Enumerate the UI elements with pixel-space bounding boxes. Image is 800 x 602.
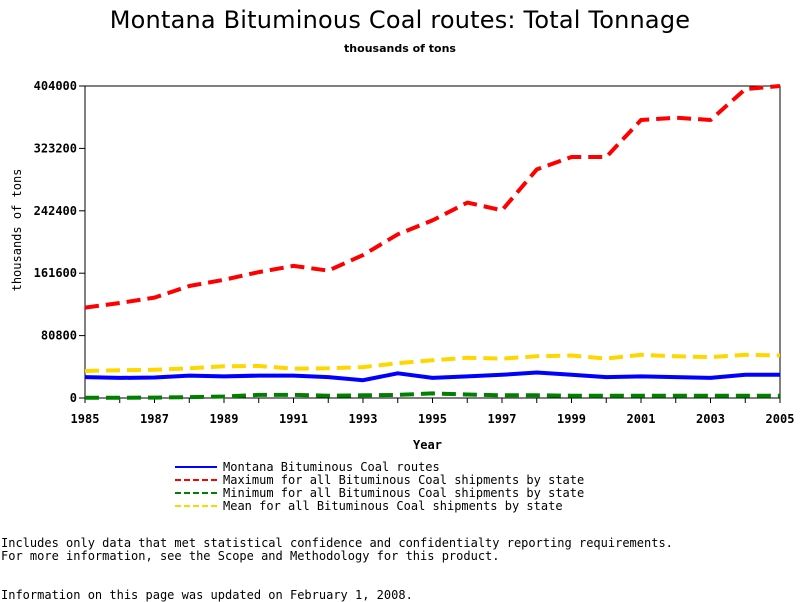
series-line-minimum <box>85 391 780 400</box>
legend-label-minimum: Minimum for all Bituminous Coal shipment… <box>223 485 585 500</box>
y-tick-label: 0 <box>70 391 77 405</box>
series-line-montana <box>84 370 780 383</box>
x-tick-label: 1993 <box>349 412 378 426</box>
x-tick-label: 2005 <box>766 412 795 426</box>
legend-item-minimum: Minimum for all Bituminous Coal shipment… <box>175 485 585 500</box>
y-tick-label: 80800 <box>41 329 77 343</box>
chart-legend: Montana Bituminous Coal routes Maximum f… <box>175 459 585 513</box>
x-tick-label: 1985 <box>71 412 100 426</box>
footnote-confidence: Includes only data that met statistical … <box>1 536 673 550</box>
footnote-updated: Information on this page was updated on … <box>1 588 413 602</box>
footnote-methodology: For more information, see the Scope and … <box>1 549 500 563</box>
legend-swatch-mean <box>175 504 217 507</box>
x-axis-label: Year <box>413 438 442 452</box>
x-tick-label: 1989 <box>210 412 239 426</box>
chart-title: Montana Bituminous Coal routes: Total To… <box>109 6 691 34</box>
legend-item-maximum: Maximum for all Bituminous Coal shipment… <box>175 472 585 487</box>
legend-label-maximum: Maximum for all Bituminous Coal shipment… <box>223 472 585 487</box>
y-tick-label: 404000 <box>34 79 77 93</box>
legend-label-mean: Mean for all Bituminous Coal shipments b… <box>223 498 563 513</box>
plot-frame <box>84 85 781 399</box>
x-tick-label: 1995 <box>418 412 447 426</box>
legend-swatch-minimum <box>175 491 217 494</box>
chart-subtitle: thousands of tons <box>344 42 456 55</box>
x-tick-label: 1999 <box>557 412 586 426</box>
y-tick-label: 242400 <box>34 204 77 218</box>
legend-swatch-montana <box>175 465 217 468</box>
legend-swatch-maximum <box>175 478 217 481</box>
x-tick-label: 1991 <box>279 412 308 426</box>
series-line-maximum <box>84 84 781 310</box>
y-axis-label: thousands of tons <box>10 169 24 292</box>
x-tick-label: 1997 <box>488 412 517 426</box>
legend-item-mean: Mean for all Bituminous Coal shipments b… <box>175 498 584 513</box>
x-tick-label: 2001 <box>627 412 656 426</box>
x-tick-label: 1987 <box>140 412 169 426</box>
y-tick-label: 161600 <box>34 266 77 280</box>
y-tick-label: 323200 <box>34 141 77 155</box>
legend-label-montana: Montana Bituminous Coal routes <box>223 459 440 474</box>
series-line-mean <box>84 352 781 373</box>
legend-item-montana: Montana Bituminous Coal routes <box>175 459 584 474</box>
x-tick-label: 2003 <box>696 412 725 426</box>
